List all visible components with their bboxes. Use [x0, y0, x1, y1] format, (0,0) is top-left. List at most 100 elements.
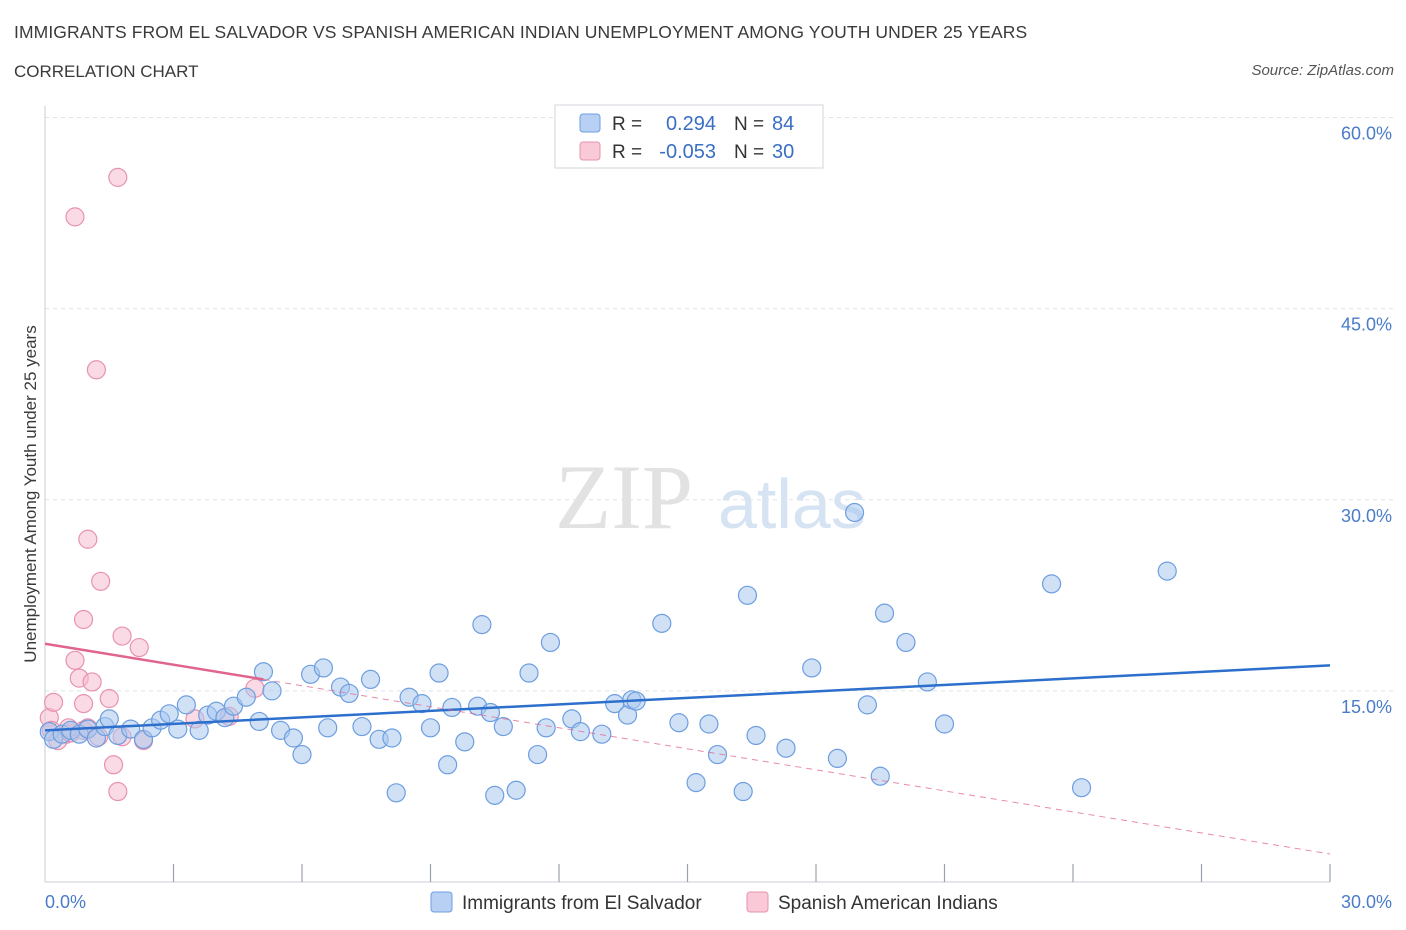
watermark-atlas: atlas [718, 465, 866, 543]
legend-n-value-pink: 30 [772, 141, 794, 163]
bottom-legend-swatch-blue [430, 891, 453, 913]
pink-trend-dashed [263, 678, 1331, 855]
blue-point-74 [844, 502, 865, 523]
y-tick-label-60: 60.0% [1341, 124, 1392, 144]
blue-point-72 [802, 658, 822, 678]
blue-point-75 [857, 695, 878, 715]
blue-point-44 [442, 697, 462, 718]
blue-point-27 [283, 728, 304, 748]
blue-point-77 [874, 603, 895, 623]
pink-point-12 [78, 529, 98, 549]
gridlines [45, 117, 1393, 692]
series-legend: Immigrants from El Salvador Spanish Amer… [430, 891, 998, 914]
blue-point-41 [420, 718, 441, 738]
y-tick-label-30: 30.0% [1341, 506, 1392, 526]
blue-point-53 [527, 744, 548, 765]
legend-n-label-pink: N = [734, 142, 764, 163]
legend-r-label-pink: R = [612, 142, 642, 163]
pink-point-18 [99, 688, 119, 709]
blue-point-73 [827, 748, 848, 769]
blue-point-24 [253, 662, 274, 682]
x-tick-label-0: 0.0% [45, 892, 86, 912]
pink-point-7 [65, 650, 85, 670]
legend-r-value-blue: 0.294 [666, 113, 716, 135]
pink-point-6 [65, 207, 85, 227]
blue-point-45 [455, 732, 475, 752]
blue-point-50 [493, 716, 513, 737]
bottom-legend-swatch-pink [746, 891, 769, 913]
chart-subtitle: CORRELATION CHART [14, 62, 199, 81]
blue-point-79 [917, 672, 937, 692]
blue-point-63 [652, 613, 672, 633]
blue-point-49 [485, 785, 505, 805]
blue-series-points [39, 502, 1177, 805]
x-tick-labels: 0.0% 30.0% [45, 892, 1392, 912]
bottom-legend-label-pink: Spanish American Indians [778, 893, 998, 914]
pink-trend-line [44, 642, 264, 681]
y-axis-title: Unemployment Among Youth under 25 years [21, 325, 40, 662]
blue-point-14 [159, 704, 179, 724]
blue-trend-line [44, 664, 1331, 732]
blue-point-47 [472, 615, 492, 635]
pink-point-10 [73, 694, 94, 714]
blue-point-22 [236, 687, 256, 707]
blue-point-76 [870, 766, 890, 786]
pink-point-23 [112, 626, 132, 646]
x-tick-label-1: 30.0% [1341, 892, 1392, 912]
blue-point-64 [669, 713, 689, 733]
legend-swatch-pink [579, 141, 601, 161]
blue-point-34 [352, 716, 372, 737]
legend-n-label-blue: N = [734, 114, 764, 135]
trend-lines [44, 642, 1331, 855]
pink-point-2 [43, 692, 64, 712]
legend-r-label-blue: R = [612, 114, 642, 135]
blue-point-51 [506, 780, 526, 800]
y-tick-label-45: 45.0% [1341, 315, 1392, 335]
blue-point-23 [249, 711, 269, 732]
blue-point-16 [176, 695, 196, 715]
blue-point-69 [737, 585, 758, 605]
blue-point-65 [686, 773, 706, 793]
blue-point-40 [412, 694, 432, 714]
source-credit: Source: ZipAtlas.com [1251, 62, 1394, 79]
pink-point-14 [82, 672, 102, 692]
correlation-legend: R = 0.294 N = 84 R = -0.053 N = 30 [554, 104, 824, 169]
pink-point-19 [103, 755, 124, 775]
blue-point-52 [519, 663, 539, 683]
pink-point-20 [108, 167, 128, 187]
bottom-legend-label-blue: Immigrants from El Salvador [462, 893, 702, 914]
blue-point-42 [429, 663, 449, 683]
blue-point-81 [1041, 574, 1062, 594]
blue-point-71 [776, 738, 796, 758]
pink-point-11 [73, 609, 94, 630]
blue-point-25 [262, 681, 282, 701]
blue-point-33 [339, 683, 359, 704]
legend-swatch-blue [579, 113, 601, 133]
blue-point-31 [318, 718, 338, 738]
pink-point-24 [129, 637, 149, 658]
chart-title: IMMIGRANTS FROM EL SALVADOR VS SPANISH A… [14, 22, 1028, 42]
blue-point-8 [99, 709, 119, 729]
pink-point-17 [91, 571, 111, 591]
blue-point-37 [382, 728, 402, 748]
legend-r-value-pink: -0.053 [659, 141, 716, 163]
pink-point-21 [108, 781, 128, 802]
blue-point-80 [934, 714, 955, 734]
blue-point-28 [292, 744, 312, 765]
blue-point-83 [1157, 561, 1177, 581]
blue-point-35 [360, 669, 381, 690]
blue-point-82 [1071, 778, 1092, 798]
y-tick-label-15: 15.0% [1341, 697, 1392, 717]
blue-point-55 [540, 632, 561, 653]
blue-point-58 [592, 724, 612, 744]
legend-n-value-blue: 84 [772, 113, 794, 135]
blue-point-68 [733, 781, 753, 802]
blue-point-78 [896, 632, 916, 653]
blue-point-70 [746, 725, 766, 746]
y-tick-labels: 15.0% 30.0% 45.0% 60.0% [1341, 124, 1392, 717]
blue-point-30 [313, 658, 334, 678]
blue-point-54 [536, 718, 556, 738]
blue-point-67 [707, 744, 728, 765]
blue-point-66 [699, 714, 719, 734]
